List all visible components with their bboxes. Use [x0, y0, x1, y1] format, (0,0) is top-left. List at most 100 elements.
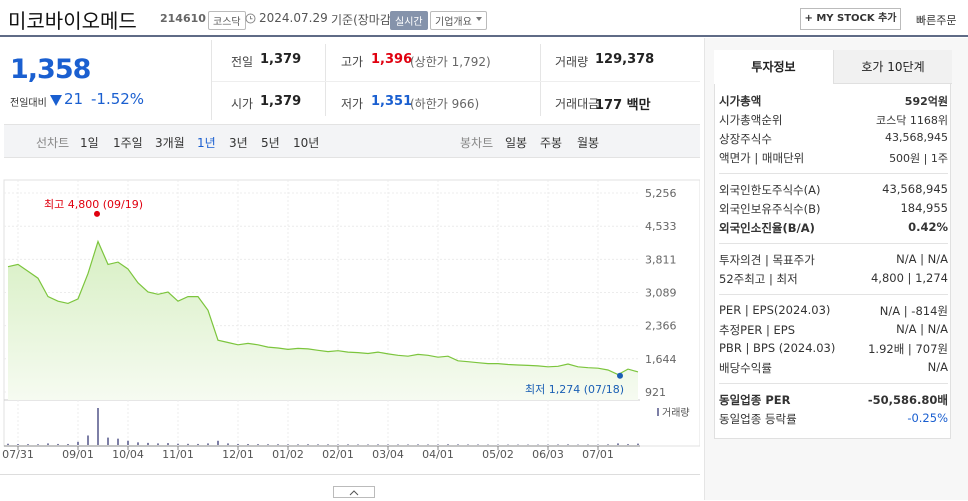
summary-value: 177 백만 [595, 94, 651, 113]
info-value: -50,586.80배 [868, 392, 948, 408]
section-divider [719, 173, 948, 174]
clock-icon [245, 13, 256, 24]
volume-bar [377, 444, 379, 445]
section-divider [719, 383, 948, 384]
realtime-badge[interactable]: 실시간 [390, 11, 428, 30]
current-price: 1,358 [10, 54, 90, 85]
period-tab[interactable]: 1일 [80, 134, 99, 151]
info-row: 외국인소진율(B/A) 0.42% [719, 220, 948, 239]
market-badge: 코스닥 [208, 11, 246, 30]
volume-bar [127, 441, 129, 445]
candle-tab[interactable]: 일봉 [505, 134, 527, 151]
section-divider [719, 294, 948, 295]
candle-tab[interactable]: 월봉 [577, 134, 599, 151]
volume-bar [467, 444, 469, 445]
info-value: 0.42% [908, 220, 948, 234]
summary-value: 1,396 [371, 52, 412, 67]
info-label: 액면가 | 매매단위 [719, 150, 804, 166]
volume-bar [627, 444, 629, 445]
volume-bar [57, 444, 59, 445]
info-label: 동일업종 PER [719, 392, 790, 408]
volume-bar [427, 444, 429, 445]
period-tab[interactable]: 1년 [197, 134, 216, 151]
info-value: 1.92배 | 707원 [868, 341, 948, 357]
volume-bar [447, 444, 449, 445]
volume-bar [287, 444, 289, 445]
date: 2024.07.29 [259, 11, 328, 25]
period-tab[interactable]: 10년 [293, 134, 319, 151]
volume-legend-icon [657, 408, 659, 416]
volume-bar [437, 444, 439, 445]
info-value: 4,800 | 1,274 [871, 271, 948, 285]
summary-label: 거래량 [555, 53, 588, 70]
info-row: 외국인보유주식수(B) 184,955 [719, 201, 948, 220]
info-label: 외국인한도주식수(A) [719, 182, 820, 198]
volume-bar [477, 444, 479, 445]
x-tick-label: 01/02 [272, 448, 304, 461]
volume-bar [407, 444, 409, 445]
volume-bar [147, 443, 149, 445]
info-label: 외국인소진율(B/A) [719, 220, 815, 236]
info-label: 시가총액순위 [719, 112, 782, 128]
invest-tab[interactable]: 호가 10단계 [833, 50, 952, 84]
quick-order[interactable]: 빠른주문 [916, 12, 956, 28]
summary-label: 전일 [231, 53, 253, 70]
volume-bar [107, 438, 109, 445]
divider [325, 44, 326, 116]
basis: 기준(장마감) [331, 11, 396, 28]
volume-bar [237, 444, 239, 445]
collapse-button[interactable] [333, 486, 375, 498]
info-label: 외국인보유주식수(B) [719, 201, 821, 217]
info-row: 동일업종 PER -50,586.80배 [719, 392, 948, 411]
x-tick-label: 03/04 [372, 448, 404, 461]
y-tick-label: 921 [645, 386, 666, 399]
volume-bar [17, 444, 19, 445]
x-tick-label: 11/01 [162, 448, 194, 461]
volume-bar [27, 444, 29, 445]
info-label: 52주최고 | 최저 [719, 271, 798, 287]
volume-bar [157, 443, 159, 445]
info-label: 시가총액 [719, 93, 761, 109]
info-value: 43,568,945 [882, 182, 948, 196]
period-tab[interactable]: 5년 [261, 134, 280, 151]
info-label: 동일업종 등락률 [719, 411, 797, 427]
volume-bar [347, 444, 349, 445]
volume-bar [457, 444, 459, 445]
stock-name: 미코바이오메드 [8, 5, 137, 34]
bottom-line [0, 474, 700, 475]
y-tick-label: 3,811 [645, 253, 677, 266]
volume-bar [137, 442, 139, 445]
info-value: 184,955 [900, 201, 948, 215]
volume-bar [607, 444, 609, 445]
period-tab[interactable]: 3개월 [155, 134, 185, 151]
x-tick-label: 10/04 [112, 448, 144, 461]
invest-tab[interactable]: 투자정보 [714, 50, 833, 84]
x-tick-label: 04/01 [422, 448, 454, 461]
volume-bar [417, 444, 419, 445]
price-box: 1,358 전일대비 21 -1.52% [0, 40, 212, 120]
volume-bar [117, 439, 119, 445]
info-value: N/A [928, 360, 948, 374]
period-tab[interactable]: 1주일 [113, 134, 143, 151]
info-value: N/A | N/A [896, 322, 948, 336]
tab-group-label: 봉차트 [460, 134, 493, 151]
period-tab[interactable]: 3년 [229, 134, 248, 151]
info-label: 배당수익률 [719, 360, 772, 376]
y-tick-label: 1,644 [645, 353, 677, 366]
info-label: PBR | BPS (2024.03) [719, 341, 835, 355]
x-tick-label: 07/01 [582, 448, 614, 461]
change-label: 전일대비 [10, 94, 47, 109]
summary-value: 129,378 [595, 52, 654, 67]
info-value: N/A | N/A [896, 252, 948, 266]
volume-bar [317, 444, 319, 445]
volume-bar [357, 444, 359, 445]
candle-tab[interactable]: 주봉 [540, 134, 562, 151]
my-stock-button[interactable]: + MY STOCK 추가 [800, 8, 901, 30]
info-row: PBR | BPS (2024.03) 1.92배 | 707원 [719, 341, 948, 360]
